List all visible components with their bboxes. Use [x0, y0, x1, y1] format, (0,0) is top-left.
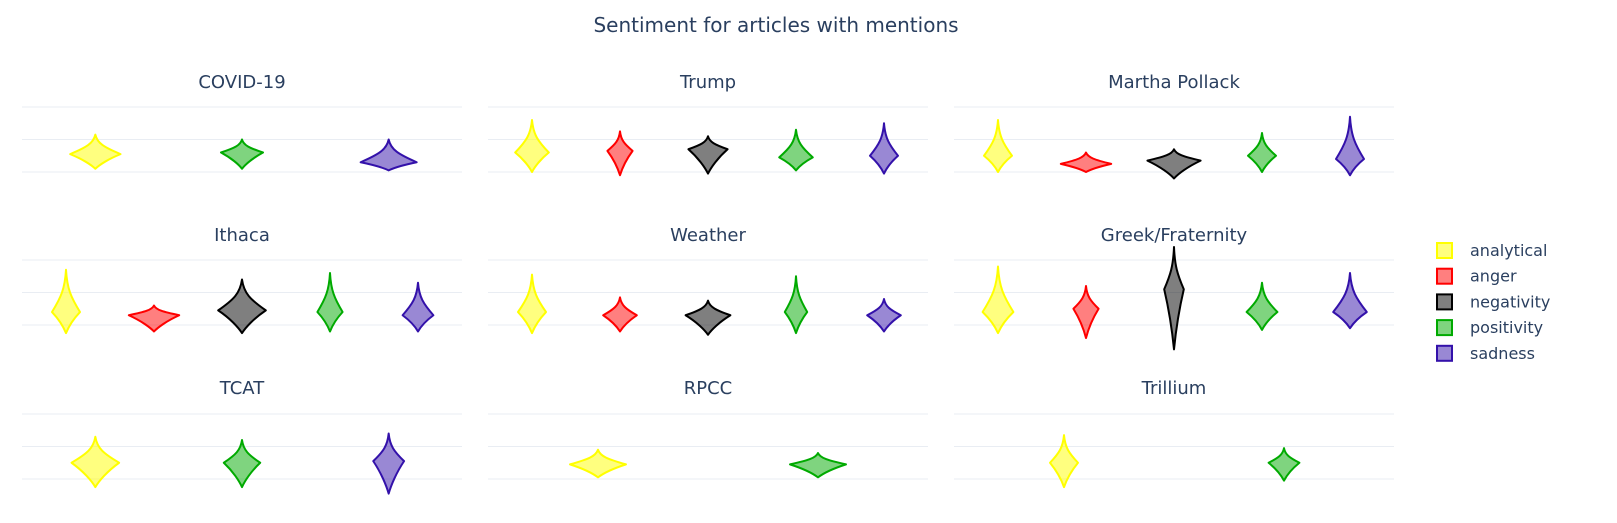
legend-swatch [1436, 293, 1453, 311]
violin-negativity [1146, 148, 1202, 180]
violin-sadness [866, 298, 902, 333]
violin-negativity [684, 299, 732, 336]
legend-item-anger[interactable]: anger [1436, 267, 1517, 286]
violin-analytical [51, 268, 81, 335]
violin-positivity [1245, 281, 1279, 331]
legend-label: anger [1470, 267, 1517, 286]
violin-positivity [778, 128, 814, 172]
legend-item-positivity[interactable]: positivity [1436, 318, 1543, 337]
subplot-title: COVID-19 [198, 72, 285, 93]
violin-sadness [372, 432, 406, 495]
subplot-panel: Martha Pollack [954, 72, 1394, 180]
subplot-panel: RPCC [488, 378, 928, 480]
subplot-title: RPCC [684, 378, 733, 399]
legend-label: analytical [1470, 241, 1547, 260]
violin-negativity [1163, 246, 1185, 351]
violin-anger [127, 304, 181, 333]
violin-positivity [1247, 132, 1277, 173]
violin-anger [1059, 151, 1113, 173]
legend-item-analytical[interactable]: analytical [1436, 241, 1547, 260]
violin-analytical [569, 448, 627, 479]
violin-analytical [983, 119, 1013, 173]
legend-label: positivity [1470, 318, 1543, 337]
subplot-panel: TCAT [22, 378, 462, 495]
subplot-title: Trillium [1141, 378, 1207, 399]
subplot-title: Ithaca [214, 225, 270, 246]
subplot-grid: COVID-19 Trump Martha Pollack Ithaca Weather… [22, 72, 1394, 495]
violin-positivity [789, 452, 847, 479]
subplot-panel: Trillium [954, 378, 1394, 489]
violin-positivity [1267, 447, 1301, 482]
subplot-title: Martha Pollack [1108, 72, 1240, 93]
subplot-title: TCAT [219, 378, 265, 399]
violin-positivity [220, 138, 264, 170]
violin-positivity [316, 272, 344, 333]
legend-swatch [1436, 344, 1453, 362]
violin-negativity [687, 135, 729, 175]
violin-sadness [359, 138, 418, 172]
subplot-panel: Ithaca [22, 225, 462, 335]
subplot-title: Greek/Fraternity [1101, 225, 1248, 246]
legend-swatch [1436, 242, 1453, 259]
violin-anger [1072, 285, 1100, 339]
legend-item-sadness[interactable]: sadness [1436, 344, 1535, 363]
violin-sadness [869, 122, 899, 175]
legend-swatch [1436, 267, 1453, 285]
subplot-title: Trump [679, 72, 736, 93]
subplot-panel: Trump [488, 72, 928, 177]
violin-sadness [401, 281, 435, 333]
legend-item-negativity[interactable]: negativity [1436, 292, 1550, 311]
violin-analytical [69, 133, 122, 170]
violin-sadness [1332, 272, 1368, 330]
legend-label: sadness [1470, 344, 1535, 363]
chart-title: Sentiment for articles with mentions [593, 13, 958, 37]
violin-analytical [514, 119, 550, 173]
legend[interactable]: analytical anger negativity positivity sadne… [1436, 241, 1550, 363]
violin-analytical [1049, 434, 1079, 489]
violin-anger [602, 296, 638, 333]
violin-anger [606, 130, 634, 177]
violin-analytical [70, 435, 121, 489]
violin-negativity [217, 278, 267, 335]
subplot-panel: Greek/Fraternity [954, 225, 1394, 351]
subplot-panel: COVID-19 [22, 72, 462, 173]
violin-sadness [1335, 115, 1365, 177]
violin-analytical [517, 273, 547, 335]
violin-positivity [222, 439, 262, 489]
subplot-title: Weather [670, 225, 746, 246]
legend-label: negativity [1470, 292, 1550, 311]
subplot-panel: Weather [488, 225, 928, 336]
legend-swatch [1436, 319, 1453, 337]
violin-positivity [783, 275, 809, 335]
violin-analytical [981, 265, 1015, 335]
